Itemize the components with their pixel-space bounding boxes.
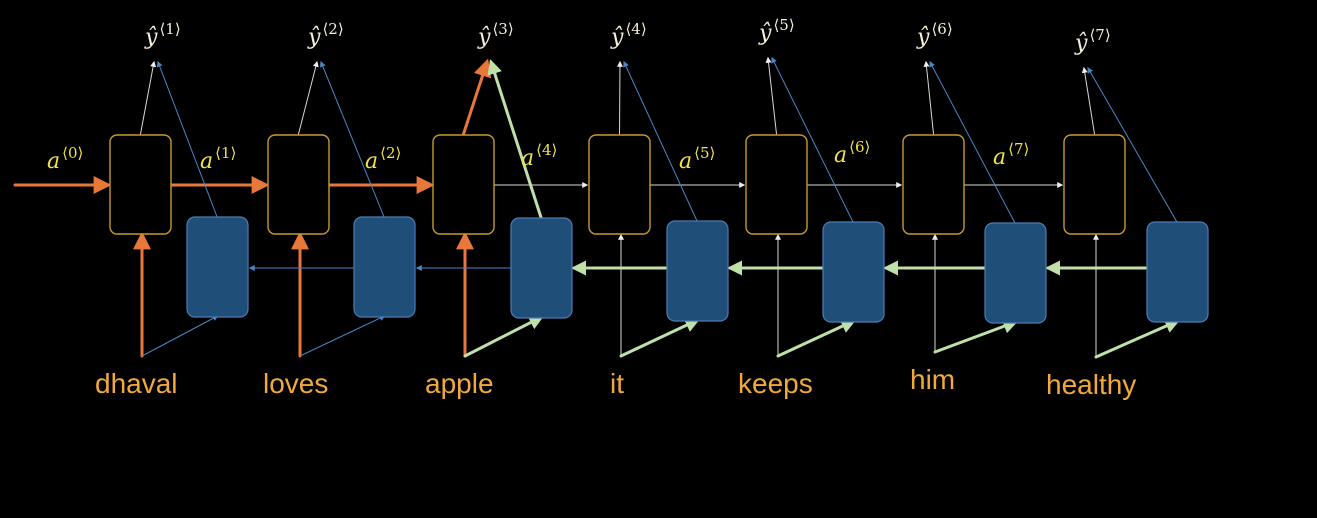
activation-label: a ⟨2⟩	[365, 144, 401, 174]
input-word: dhaval	[95, 368, 178, 399]
output-arrow-fwd-4	[616, 60, 623, 135]
forward-cell-2	[267, 134, 330, 235]
output-label: ŷ ⟨5⟩	[758, 16, 795, 46]
activation-label-superscript: ⟨1⟩	[215, 144, 236, 162]
output-label: ŷ ⟨7⟩	[1074, 26, 1111, 56]
activation-label-superscript: ⟨2⟩	[380, 144, 401, 162]
backward-cell-3	[510, 217, 573, 319]
input-arrow-bwd-7	[1094, 318, 1181, 359]
output-label-base: ŷ	[610, 25, 624, 50]
forward-cell-6	[902, 134, 965, 235]
activation-label-superscript: ⟨5⟩	[694, 144, 715, 162]
activation-label-superscript: ⟨0⟩	[62, 144, 83, 162]
forward-cell-1	[109, 134, 172, 235]
activation-label: a ⟨1⟩	[200, 144, 236, 174]
output-label-base: ŷ	[916, 25, 930, 50]
activation-label-base: a	[200, 149, 213, 174]
forward-cell-5	[745, 134, 808, 235]
output-label: ŷ ⟨2⟩	[307, 20, 344, 50]
input-arrow-bwd-5	[776, 319, 857, 358]
activation-label: a ⟨6⟩	[834, 138, 870, 168]
output-arrow-fwd-5	[765, 56, 777, 135]
output-arrow-bwd-5	[771, 56, 854, 224]
activation-label-base: a	[993, 145, 1006, 170]
output-arrow-bwd-6	[929, 60, 1016, 225]
output-arrow-bwd-3	[487, 59, 543, 221]
output-label-superscript: ⟨5⟩	[773, 16, 794, 34]
output-label-base: ŷ	[144, 25, 158, 50]
activation-label: a ⟨0⟩	[47, 144, 83, 174]
backward-cell-6	[984, 222, 1047, 324]
input-arrow-bwd-3	[463, 315, 545, 358]
output-label: ŷ ⟨3⟩	[477, 20, 514, 50]
output-arrow-bwd-2	[320, 60, 385, 219]
backward-cell-7	[1146, 221, 1209, 323]
output-label: ŷ ⟨4⟩	[610, 20, 647, 50]
output-arrow-bwd-4	[623, 60, 698, 223]
forward-cell-7	[1063, 134, 1126, 235]
input-word: him	[910, 364, 955, 395]
activation-label: a ⟨4⟩	[521, 141, 557, 171]
input-word: keeps	[738, 368, 813, 399]
output-label-superscript: ⟨3⟩	[492, 20, 513, 38]
output-label-base: ŷ	[1074, 31, 1088, 56]
activation-label-superscript: ⟨7⟩	[1008, 140, 1029, 158]
output-arrow-bwd-1	[156, 60, 218, 219]
backward-cell-4	[666, 220, 729, 322]
output-arrow-fwd-1	[140, 60, 157, 135]
input-word: it	[610, 368, 624, 399]
input-word: apple	[425, 368, 494, 399]
output-arrow-bwd-7	[1087, 66, 1178, 224]
input-word: healthy	[1046, 369, 1136, 400]
connection-arrows	[13, 56, 1181, 359]
activation-label: a ⟨5⟩	[679, 144, 715, 174]
output-label: ŷ ⟨6⟩	[916, 20, 953, 50]
output-label-superscript: ⟨7⟩	[1089, 26, 1110, 44]
input-arrow-bwd-4	[619, 318, 701, 358]
activation-label-base: a	[834, 143, 847, 168]
activation-label-base: a	[365, 149, 378, 174]
output-arrow-fwd-2	[298, 60, 319, 135]
activation-label: a ⟨7⟩	[993, 140, 1029, 170]
backward-cell-2	[353, 216, 416, 318]
output-label-base: ŷ	[307, 25, 321, 50]
activation-label-base: a	[521, 146, 534, 171]
output-arrow-fwd-6	[923, 60, 934, 135]
activation-label-base: a	[47, 149, 60, 174]
output-label-base: ŷ	[477, 25, 491, 50]
input-arrow-bwd-1	[141, 315, 219, 357]
activation-label-superscript: ⟨4⟩	[536, 141, 557, 159]
output-label-superscript: ⟨1⟩	[159, 20, 180, 38]
input-word: loves	[263, 368, 328, 399]
activation-label-superscript: ⟨6⟩	[849, 138, 870, 156]
input-arrow-bwd-6	[933, 319, 1019, 354]
output-arrow-fwd-7	[1081, 66, 1095, 135]
output-label-superscript: ⟨2⟩	[322, 20, 343, 38]
forward-cell-4	[588, 134, 651, 235]
output-label-superscript: ⟨4⟩	[625, 20, 646, 38]
output-label-superscript: ⟨6⟩	[931, 20, 952, 38]
backward-cell-5	[822, 221, 885, 323]
backward-cell-1	[186, 216, 249, 318]
rnn-cells	[109, 134, 1209, 324]
output-label: ŷ ⟨1⟩	[144, 20, 181, 50]
forward-cell-3	[432, 134, 495, 235]
input-arrow-bwd-2	[299, 315, 386, 357]
activation-label-base: a	[679, 149, 692, 174]
output-label-base: ŷ	[758, 21, 772, 46]
output-arrow-fwd-3	[462, 58, 492, 136]
